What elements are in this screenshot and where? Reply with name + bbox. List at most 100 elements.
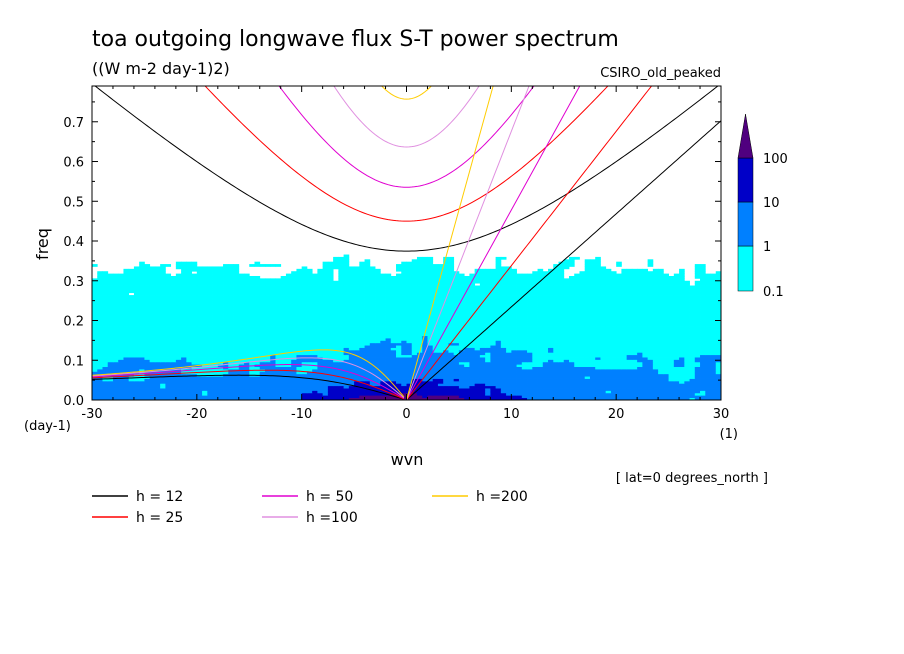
spectrum-cell [652, 318, 659, 322]
spectrum-cell [521, 340, 528, 344]
spectrum-cell [432, 316, 439, 320]
spectrum-cell [500, 373, 507, 377]
spectrum-cell [495, 326, 502, 329]
spectrum-cell [102, 314, 109, 317]
spectrum-cell [396, 328, 402, 332]
spectrum-cell [563, 366, 570, 370]
spectrum-cell [626, 302, 633, 305]
spectrum-cell [238, 309, 245, 313]
spectrum-cell [600, 340, 607, 344]
spectrum-cell [139, 311, 145, 315]
spectrum-cell [469, 309, 476, 313]
spectrum-cell [516, 318, 523, 322]
spectrum-cell [301, 309, 308, 313]
spectrum-cell [285, 373, 292, 377]
spectrum-cell [396, 385, 402, 389]
spectrum-cell [673, 335, 680, 339]
spectrum-cell [432, 390, 439, 394]
spectrum-cell [511, 364, 517, 368]
spectrum-cell [123, 328, 130, 332]
spectrum-cell [380, 390, 386, 394]
spectrum-cell [165, 397, 172, 400]
spectrum-cell [327, 309, 334, 313]
spectrum-cell [228, 352, 234, 356]
spectrum-cell [642, 309, 649, 313]
spectrum-cell [506, 354, 512, 358]
spectrum-cell [647, 337, 654, 341]
spectrum-cell [207, 335, 213, 339]
spectrum-cell [191, 347, 198, 351]
spectrum-cell [689, 364, 696, 368]
spectrum-cell [317, 380, 324, 384]
spectrum-cell [558, 397, 565, 400]
spectrum-cell [207, 357, 213, 360]
spectrum-cell [348, 354, 355, 358]
spectrum-cell [432, 318, 439, 322]
spectrum-cell [621, 302, 628, 305]
spectrum-cell [642, 321, 649, 325]
spectrum-cell [149, 390, 156, 394]
spectrum-cell [553, 388, 559, 391]
spectrum-cell [296, 369, 303, 372]
spectrum-cell [348, 328, 355, 332]
spectrum-cell [537, 318, 544, 322]
spectrum-cell [102, 352, 109, 356]
spectrum-cell [364, 299, 371, 303]
spectrum-cell [401, 330, 407, 334]
spectrum-cell [679, 354, 685, 358]
spectrum-cell [354, 299, 360, 303]
spectrum-cell [217, 385, 224, 389]
spectrum-cell [600, 306, 607, 310]
spectrum-cell [390, 369, 397, 372]
spectrum-cell [474, 369, 481, 372]
spectrum-cell [516, 388, 523, 391]
spectrum-cell [233, 390, 240, 394]
spectrum-cell [527, 390, 533, 394]
spectrum-cell [233, 357, 240, 360]
spectrum-cell [595, 376, 601, 379]
spectrum-cell [422, 306, 428, 310]
spectrum-cell [443, 316, 449, 320]
spectrum-cell [689, 349, 696, 353]
spectrum-cell [479, 328, 486, 332]
spectrum-cell [238, 376, 245, 379]
spectrum-cell [160, 364, 166, 368]
spectrum-cell [154, 376, 161, 379]
spectrum-cell [118, 311, 124, 315]
spectrum-cell [291, 330, 297, 334]
spectrum-cell [175, 369, 182, 372]
spectrum-cell [207, 366, 213, 370]
spectrum-cell [249, 349, 255, 353]
spectrum-cell [500, 330, 507, 334]
spectrum-cell [333, 316, 339, 320]
spectrum-cell [275, 311, 282, 315]
spectrum-cell [705, 395, 711, 399]
spectrum-cell [637, 369, 643, 372]
spectrum-cell [107, 354, 114, 358]
spectrum-cell [458, 364, 465, 368]
spectrum-cell [223, 383, 229, 387]
spectrum-cell [128, 354, 135, 358]
spectrum-cell [548, 352, 554, 356]
spectrum-cell [175, 311, 182, 315]
spectrum-cell [427, 326, 434, 329]
spectrum-cell [165, 333, 172, 337]
spectrum-cell [479, 337, 486, 341]
spectrum-cell [490, 304, 497, 308]
spectrum-cell [223, 388, 229, 391]
spectrum-cell [647, 364, 654, 368]
spectrum-cell [469, 304, 476, 308]
spectrum-cell [92, 342, 98, 346]
spectrum-cell [700, 392, 706, 396]
spectrum-cell [354, 314, 360, 317]
spectrum-cell [312, 397, 318, 400]
spectrum-cell [264, 388, 271, 391]
spectrum-cell [700, 354, 706, 358]
spectrum-cell [558, 354, 565, 358]
spectrum-cell [97, 306, 103, 310]
spectrum-cell [506, 359, 512, 363]
spectrum-cell [301, 323, 308, 327]
spectrum-cell [537, 302, 544, 305]
spectrum-cell [416, 340, 423, 344]
spectrum-cell [710, 340, 717, 344]
